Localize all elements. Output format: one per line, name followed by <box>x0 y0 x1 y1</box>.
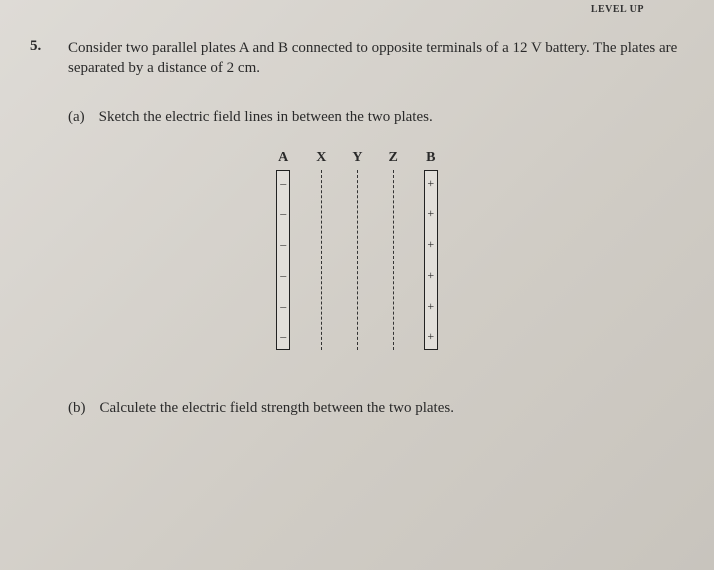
plates-group: A – – – – – – X Y Z <box>276 150 438 350</box>
diagram: A – – – – – – X Y Z <box>30 150 684 350</box>
dashed-line-z <box>393 170 394 350</box>
plate-b-mark: + <box>427 177 434 189</box>
dashed-y-column: Y <box>352 150 362 350</box>
dashed-z-column: Z <box>388 150 397 350</box>
page-region: LEVEL UP 5. Consider two parallel plates… <box>0 0 714 570</box>
level-header: LEVEL UP <box>591 4 644 15</box>
plate-b-column: B + + + + + + <box>424 150 438 350</box>
plate-a-mark: – <box>280 177 286 189</box>
plate-b-mark: + <box>427 300 434 312</box>
label-y: Y <box>352 150 362 166</box>
plate-b-mark: + <box>427 238 434 250</box>
plate-b-mark: + <box>427 269 434 281</box>
part-a-label: (a) <box>68 109 85 126</box>
plate-a-mark: – <box>280 300 286 312</box>
plate-a-column: A – – – – – – <box>276 150 290 350</box>
plate-a-mark: – <box>280 238 286 250</box>
plate-a-mark: – <box>280 330 286 342</box>
question-row: 5. Consider two parallel plates A and B … <box>30 38 684 79</box>
label-z: Z <box>388 150 397 166</box>
question-prompt: Consider two parallel plates A and B con… <box>68 38 684 79</box>
label-x: X <box>316 150 326 166</box>
part-b-text: Calculete the electric field strength be… <box>100 400 454 417</box>
part-b: (b) Calculete the electric field strengt… <box>68 400 684 417</box>
plate-a-mark: – <box>280 207 286 219</box>
plate-a-mark: – <box>280 269 286 281</box>
dashed-line-y <box>357 170 358 350</box>
dashed-line-x <box>321 170 322 350</box>
plate-b-mark: + <box>427 207 434 219</box>
question-number: 5. <box>30 38 50 79</box>
plate-a: – – – – – – <box>276 170 290 350</box>
part-b-label: (b) <box>68 400 86 417</box>
part-a: (a) Sketch the electric field lines in b… <box>68 109 684 126</box>
plate-b-mark: + <box>427 330 434 342</box>
label-a: A <box>278 150 288 166</box>
part-a-text: Sketch the electric field lines in betwe… <box>99 109 433 126</box>
dashed-x-column: X <box>316 150 326 350</box>
label-b: B <box>426 150 435 166</box>
plate-b: + + + + + + <box>424 170 438 350</box>
